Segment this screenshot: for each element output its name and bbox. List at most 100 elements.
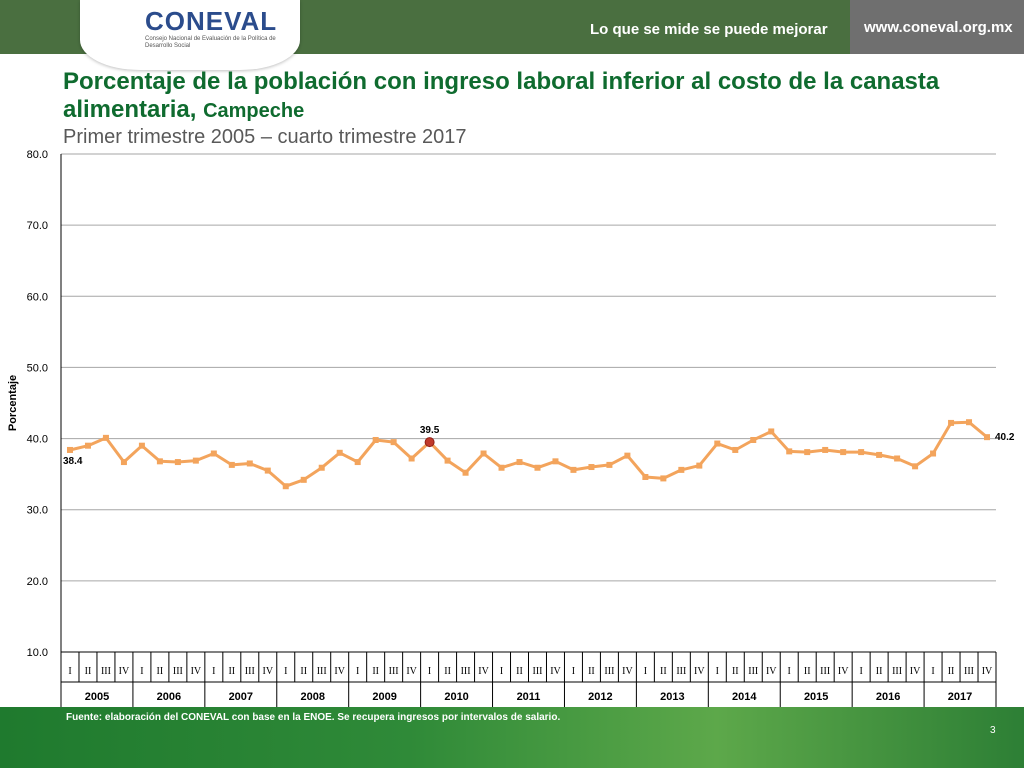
y-tick-label: 20.0 bbox=[27, 576, 48, 588]
data-point bbox=[642, 473, 649, 480]
data-point bbox=[300, 476, 307, 483]
quarter-label: II bbox=[876, 666, 883, 677]
logo-tab bbox=[80, 0, 300, 70]
quarter-label: II bbox=[804, 666, 811, 677]
data-point bbox=[102, 434, 109, 441]
data-point bbox=[696, 462, 703, 469]
quarter-label: III bbox=[964, 666, 974, 677]
data-point bbox=[894, 455, 901, 462]
quarter-label: I bbox=[68, 666, 71, 677]
tagline: Lo que se mide se puede mejorar bbox=[590, 21, 828, 38]
year-label: 2008 bbox=[300, 691, 324, 703]
quarter-label: II bbox=[372, 666, 379, 677]
data-point bbox=[786, 448, 793, 455]
quarter-label: III bbox=[532, 666, 542, 677]
year-label: 2005 bbox=[85, 691, 109, 703]
data-label: 38.4 bbox=[63, 456, 83, 467]
data-point bbox=[840, 449, 847, 456]
quarter-label: IV bbox=[334, 666, 345, 677]
quarter-label: IV bbox=[478, 666, 489, 677]
data-point bbox=[174, 459, 181, 466]
quarter-label: III bbox=[101, 666, 111, 677]
url-bar bbox=[850, 0, 1024, 54]
year-label: 2012 bbox=[588, 691, 612, 703]
year-label: 2016 bbox=[876, 691, 900, 703]
series-line bbox=[69, 420, 988, 488]
year-label: 2015 bbox=[804, 691, 828, 703]
y-tick-label: 30.0 bbox=[27, 505, 48, 517]
quarter-label: IV bbox=[982, 666, 993, 677]
quarter-label: II bbox=[228, 666, 235, 677]
data-point bbox=[444, 457, 451, 464]
quarter-label: I bbox=[428, 666, 431, 677]
data-point bbox=[372, 436, 379, 443]
quarter-label: IV bbox=[766, 666, 777, 677]
data-point bbox=[624, 452, 631, 459]
data-point bbox=[948, 419, 955, 426]
footer-bar bbox=[0, 707, 1024, 768]
year-label: 2017 bbox=[948, 691, 972, 703]
data-point bbox=[966, 419, 973, 426]
data-point bbox=[750, 436, 757, 443]
quarter-label: IV bbox=[262, 666, 273, 677]
y-tick-label: 40.0 bbox=[27, 434, 48, 446]
quarter-label: II bbox=[85, 666, 92, 677]
quarter-label: III bbox=[820, 666, 830, 677]
quarter-label: III bbox=[604, 666, 614, 677]
quarter-label: III bbox=[389, 666, 399, 677]
website-url[interactable]: www.coneval.org.mx bbox=[864, 19, 1013, 36]
quarter-label: III bbox=[748, 666, 758, 677]
data-point bbox=[732, 446, 739, 453]
quarter-label: IV bbox=[694, 666, 705, 677]
year-label: 2011 bbox=[517, 691, 541, 703]
data-point bbox=[606, 461, 613, 468]
year-label: 2014 bbox=[732, 691, 757, 703]
page-title: Porcentaje de la población con ingreso l… bbox=[63, 68, 983, 125]
year-label: 2013 bbox=[660, 691, 684, 703]
data-point bbox=[930, 450, 937, 457]
data-point bbox=[156, 458, 163, 465]
data-point bbox=[876, 451, 883, 458]
data-point bbox=[678, 466, 685, 473]
quarter-label: II bbox=[588, 666, 595, 677]
quarter-label: I bbox=[716, 666, 719, 677]
data-point bbox=[822, 446, 829, 453]
data-point bbox=[354, 459, 361, 466]
quarter-label: I bbox=[931, 666, 934, 677]
source-note: Fuente: elaboración del CONEVAL con base… bbox=[66, 712, 561, 723]
year-label: 2010 bbox=[444, 691, 468, 703]
quarter-label: IV bbox=[550, 666, 561, 677]
page-subtitle: Primer trimestre 2005 – cuarto trimestre… bbox=[63, 126, 467, 148]
data-point bbox=[912, 463, 919, 470]
quarter-label: II bbox=[948, 666, 955, 677]
quarter-label: IV bbox=[910, 666, 921, 677]
quarter-label: I bbox=[572, 666, 575, 677]
quarter-label: III bbox=[173, 666, 183, 677]
year-label: 2007 bbox=[229, 691, 253, 703]
data-point bbox=[246, 460, 253, 467]
quarter-label: I bbox=[140, 666, 143, 677]
y-tick-label: 70.0 bbox=[27, 220, 48, 232]
data-point bbox=[138, 442, 145, 449]
quarter-label: I bbox=[788, 666, 791, 677]
quarter-label: III bbox=[317, 666, 327, 677]
quarter-label: II bbox=[300, 666, 307, 677]
quarter-label: II bbox=[157, 666, 164, 677]
data-point bbox=[336, 449, 343, 456]
y-tick-label: 80.0 bbox=[27, 149, 48, 161]
data-point bbox=[984, 434, 991, 441]
data-point bbox=[210, 450, 217, 457]
quarter-label: I bbox=[212, 666, 215, 677]
quarter-label: I bbox=[284, 666, 287, 677]
quarter-label: III bbox=[245, 666, 255, 677]
quarter-label: I bbox=[500, 666, 503, 677]
coneval-logo[interactable]: CONEVAL bbox=[145, 6, 278, 36]
quarter-label: I bbox=[859, 666, 862, 677]
data-point bbox=[228, 461, 235, 468]
data-point bbox=[570, 466, 577, 473]
data-point bbox=[462, 469, 469, 476]
quarter-label: IV bbox=[119, 666, 130, 677]
title-main: Porcentaje de la población con ingreso l… bbox=[63, 68, 940, 123]
quarter-label: I bbox=[356, 666, 359, 677]
